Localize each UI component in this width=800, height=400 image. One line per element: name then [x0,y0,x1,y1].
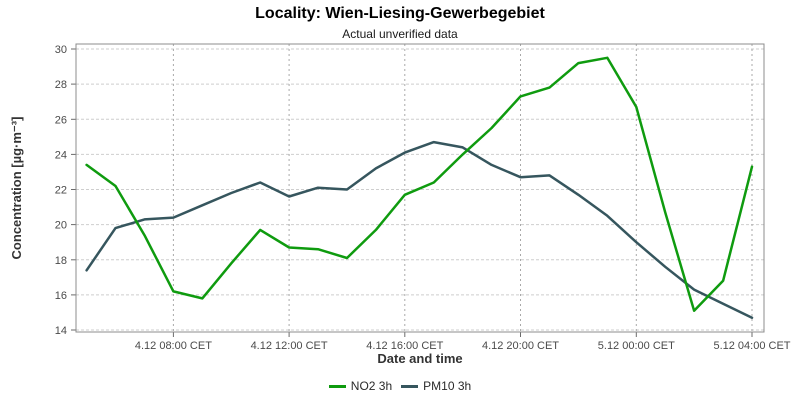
x-tick-label: 4.12 12:00 CET [251,340,328,352]
x-tick-label: 4.12 08:00 CET [135,340,212,352]
legend-item-no2: NO2 3h [328,379,393,393]
y-tick-label: 20 [55,220,67,232]
plot-border [75,43,765,333]
legend: NO2 3h PM10 3h [0,379,800,393]
x-axis-label: Date and time [377,351,463,366]
x-tick-label: 5.12 00:00 CET [598,340,675,352]
y-tick-label: 30 [55,44,67,56]
x-tick-label: 5.12 04:00 CET [713,340,790,352]
x-tick-label: 4.12 20:00 CET [482,340,559,352]
chart-subtitle: Actual unverified data [342,27,458,41]
legend-label-pm10: PM10 3h [423,379,472,393]
series-line-pm10-3h [85,140,754,319]
pm10-line-swatch-icon [401,384,419,388]
x-tick-label: 4.12 16:00 CET [366,340,443,352]
y-tick-label: 24 [55,149,67,161]
y-tick-label: 28 [55,79,67,91]
legend-label-no2: NO2 3h [350,379,393,393]
y-tick-label: 16 [55,290,67,302]
y-tick-label: 26 [55,114,67,126]
legend-item-pm10: PM10 3h [401,379,471,393]
series-line-no2-3h [85,56,754,312]
y-tick-label: 18 [55,255,67,267]
no2-line-swatch-icon [328,384,346,388]
y-tick-label: 14 [55,325,67,337]
y-tick-label: 22 [55,185,67,197]
y-axis-label: Concentration [µg·m⁻³] [9,116,24,260]
chart-title: Locality: Wien-Liesing-Gewerbegebiet [255,5,545,22]
